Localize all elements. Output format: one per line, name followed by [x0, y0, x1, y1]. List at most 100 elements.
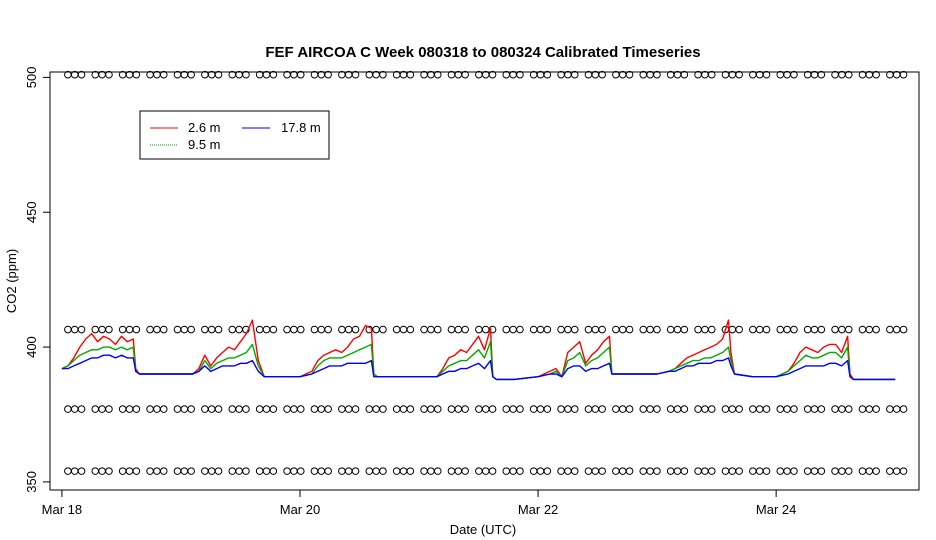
marker-point	[639, 405, 648, 413]
marker-point	[749, 405, 757, 413]
marker-point	[159, 325, 168, 334]
marker-point	[310, 405, 319, 413]
marker-point	[564, 405, 572, 413]
marker-point	[865, 405, 874, 413]
y-tick-label: 500	[24, 67, 39, 89]
marker-point	[536, 467, 545, 475]
marker-point	[543, 325, 552, 334]
marker-point	[290, 405, 298, 413]
marker-point	[379, 405, 387, 413]
x-tick-label: Mar 22	[518, 502, 558, 517]
marker-point	[776, 325, 785, 334]
marker-point	[653, 325, 661, 334]
marker-point	[255, 325, 264, 334]
marker-point	[694, 467, 702, 475]
marker-point	[255, 405, 264, 413]
marker-point	[372, 325, 380, 334]
marker-point	[269, 325, 278, 334]
marker-point	[77, 467, 86, 475]
marker-point	[146, 405, 154, 413]
marker-point	[317, 325, 326, 334]
marker-point	[214, 405, 223, 413]
marker-point	[564, 467, 572, 475]
marker-point	[892, 467, 901, 475]
marker-point	[502, 467, 511, 475]
marker-point	[159, 70, 168, 79]
marker-point	[790, 70, 798, 79]
marker-point	[98, 405, 106, 413]
marker-point	[338, 325, 346, 334]
marker-point	[454, 405, 463, 413]
marker-point	[625, 467, 634, 475]
legend: 2.6 m 9.5 m 17.8 m	[139, 110, 330, 160]
marker-point	[886, 467, 894, 475]
marker-point	[173, 467, 182, 475]
marker-point	[427, 405, 435, 413]
marker-point	[214, 467, 223, 475]
marker-point	[255, 467, 264, 475]
marker-point	[365, 467, 374, 475]
marker-point	[776, 467, 785, 475]
marker-point	[228, 467, 237, 475]
marker-point	[701, 405, 709, 413]
marker-point	[77, 405, 86, 413]
marker-point	[187, 467, 195, 475]
marker-point	[481, 405, 490, 413]
marker-point	[296, 70, 305, 79]
marker-point	[187, 405, 195, 413]
marker-point	[201, 325, 209, 334]
marker-point	[838, 405, 846, 413]
marker-point	[543, 405, 552, 413]
marker-point	[379, 70, 387, 79]
marker-point	[201, 467, 209, 475]
marker-point	[783, 405, 791, 413]
marker-point	[228, 325, 237, 334]
marker-point	[762, 405, 771, 413]
marker-point	[372, 467, 380, 475]
marker-point	[673, 467, 682, 475]
marker-point	[618, 405, 627, 413]
marker-point	[783, 467, 791, 475]
marker-point	[598, 325, 606, 334]
marker-point	[173, 405, 182, 413]
marker-point	[125, 405, 134, 413]
marker-point	[810, 467, 819, 475]
marker-point	[153, 405, 161, 413]
marker-point	[91, 467, 100, 475]
marker-point	[461, 467, 469, 475]
series-line-2-6-m	[61, 319, 896, 381]
x-axis: Mar 18 Mar 20 Mar 22 Mar 24	[42, 490, 796, 517]
marker-point	[70, 405, 79, 413]
marker-point	[214, 70, 223, 79]
marker-point	[673, 405, 682, 413]
marker-point	[77, 325, 86, 334]
marker-point	[666, 325, 675, 334]
marker-point	[351, 467, 360, 475]
marker-point	[324, 325, 332, 334]
marker-point	[235, 467, 243, 475]
marker-point	[187, 325, 195, 334]
marker-point	[886, 405, 894, 413]
marker-point	[625, 70, 634, 79]
marker-point	[64, 325, 72, 334]
marker-point	[180, 405, 189, 413]
marker-point	[694, 325, 702, 334]
marker-point	[365, 405, 374, 413]
y-tick-label: 350	[24, 471, 39, 493]
series-layer	[61, 319, 896, 381]
marker-point	[755, 467, 764, 475]
marker-point	[858, 467, 867, 475]
marker-point	[625, 405, 634, 413]
y-axis-label: CO2 (ppm)	[4, 249, 19, 313]
marker-point	[262, 325, 271, 334]
marker-point	[290, 467, 298, 475]
marker-point	[64, 467, 72, 475]
marker-point	[344, 405, 353, 413]
marker-point	[509, 325, 517, 334]
marker-point	[351, 325, 360, 334]
marker-point	[838, 325, 846, 334]
y-axis: 350 400 450 500	[24, 67, 50, 493]
marker-point	[242, 70, 250, 79]
marker-point	[516, 467, 524, 475]
marker-point	[379, 325, 387, 334]
